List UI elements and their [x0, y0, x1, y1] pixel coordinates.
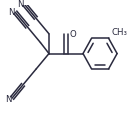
Text: CH₃: CH₃	[111, 28, 127, 37]
Text: O: O	[70, 30, 77, 39]
Text: N: N	[17, 0, 23, 9]
Text: N: N	[5, 94, 12, 103]
Text: N: N	[8, 8, 15, 17]
